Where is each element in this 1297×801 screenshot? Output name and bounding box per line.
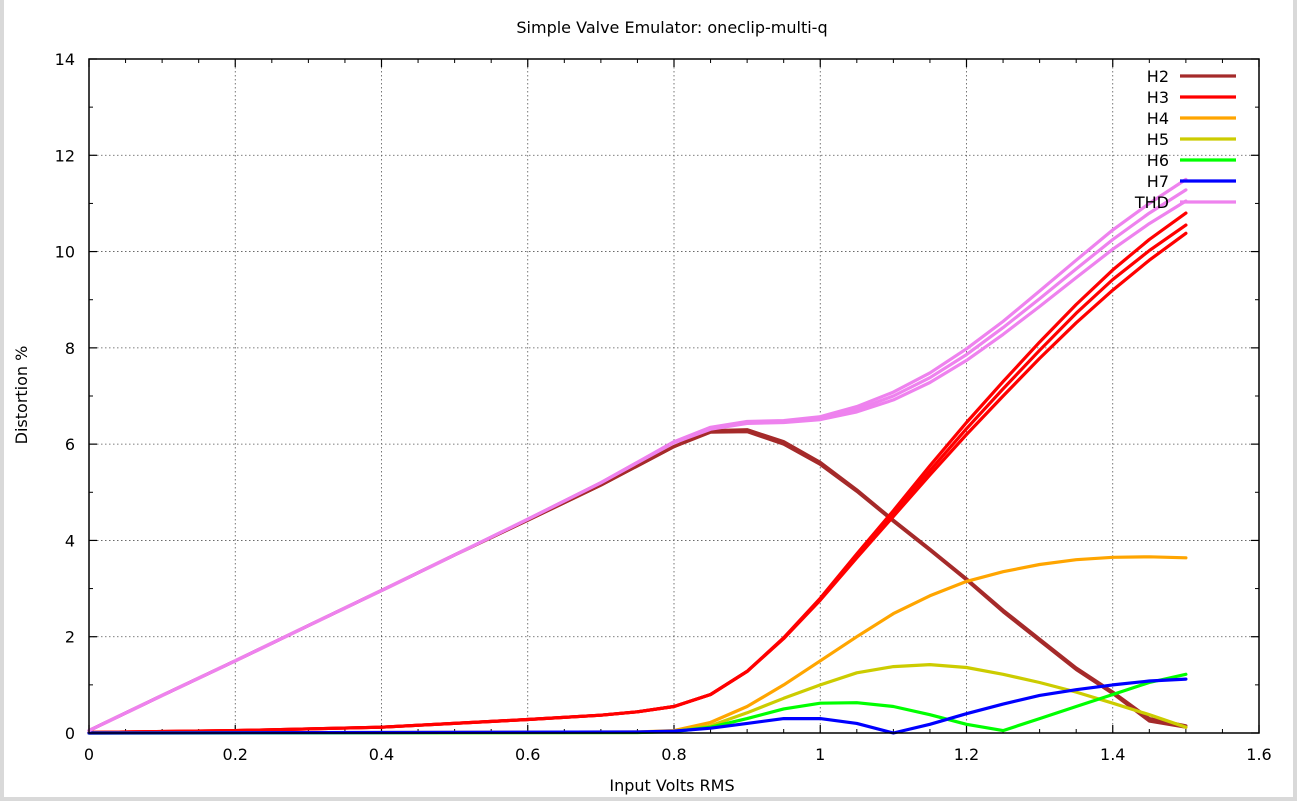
legend-label-thd: THD [1134, 193, 1169, 212]
legend-label-h5: H5 [1147, 130, 1169, 149]
y-tick-label: 12 [55, 146, 75, 165]
series-line-h2 [87, 428, 1188, 733]
series-line-thd [87, 177, 1188, 733]
series-line-h3 [87, 211, 1188, 735]
y-tick-label: 14 [55, 50, 75, 69]
x-tick-label: 0.6 [515, 745, 540, 764]
x-tick-label: 1 [815, 745, 825, 764]
legend-label-h7: H7 [1147, 172, 1169, 191]
plot-series [87, 177, 1188, 735]
series-line-h3 [87, 231, 1188, 735]
y-tick-label: 10 [55, 243, 75, 262]
plot-border [88, 58, 1260, 734]
y-tick-label: 8 [65, 339, 75, 358]
series-line-thd [87, 188, 1188, 733]
series-line-h4 [87, 555, 1188, 735]
x-tick-label: 1.2 [954, 745, 979, 764]
line-chart: Simple Valve Emulator: oneclip-multi-q I… [12, 18, 1272, 795]
y-tick-label: 2 [65, 628, 75, 647]
grid-lines [89, 59, 1259, 733]
legend-label-h2: H2 [1147, 67, 1169, 86]
x-tick-label: 0 [84, 745, 94, 764]
legend-label-h6: H6 [1147, 151, 1169, 170]
series-line-thd [87, 199, 1188, 733]
x-axis-label: Input Volts RMS [609, 776, 734, 795]
legend: H2 H3 H4 H5 H6 H7 THD [1134, 67, 1236, 212]
series-line-h3 [87, 223, 1188, 735]
legend-label-h4: H4 [1147, 109, 1169, 128]
x-tick-label: 1.6 [1246, 745, 1271, 764]
y-tick-label: 6 [65, 435, 75, 454]
axis-ticks: 0 0.2 0.4 0.6 0.8 1 1.2 1.4 1.6 0 2 4 6 8 10 12 14 [55, 50, 1272, 764]
y-axis-label: Distortion % [12, 346, 31, 445]
x-tick-label: 0.8 [661, 745, 686, 764]
y-tick-label: 4 [65, 531, 75, 550]
chart-title: Simple Valve Emulator: oneclip-multi-q [516, 18, 827, 37]
x-tick-label: 0.2 [223, 745, 248, 764]
x-tick-label: 0.4 [369, 745, 394, 764]
x-tick-label: 1.4 [1100, 745, 1125, 764]
chart-frame: Simple Valve Emulator: oneclip-multi-q I… [4, 0, 1293, 797]
y-tick-label: 0 [65, 724, 75, 743]
series-line-h6 [87, 672, 1188, 735]
legend-label-h3: H3 [1147, 88, 1169, 107]
series-line-h2 [87, 430, 1188, 733]
